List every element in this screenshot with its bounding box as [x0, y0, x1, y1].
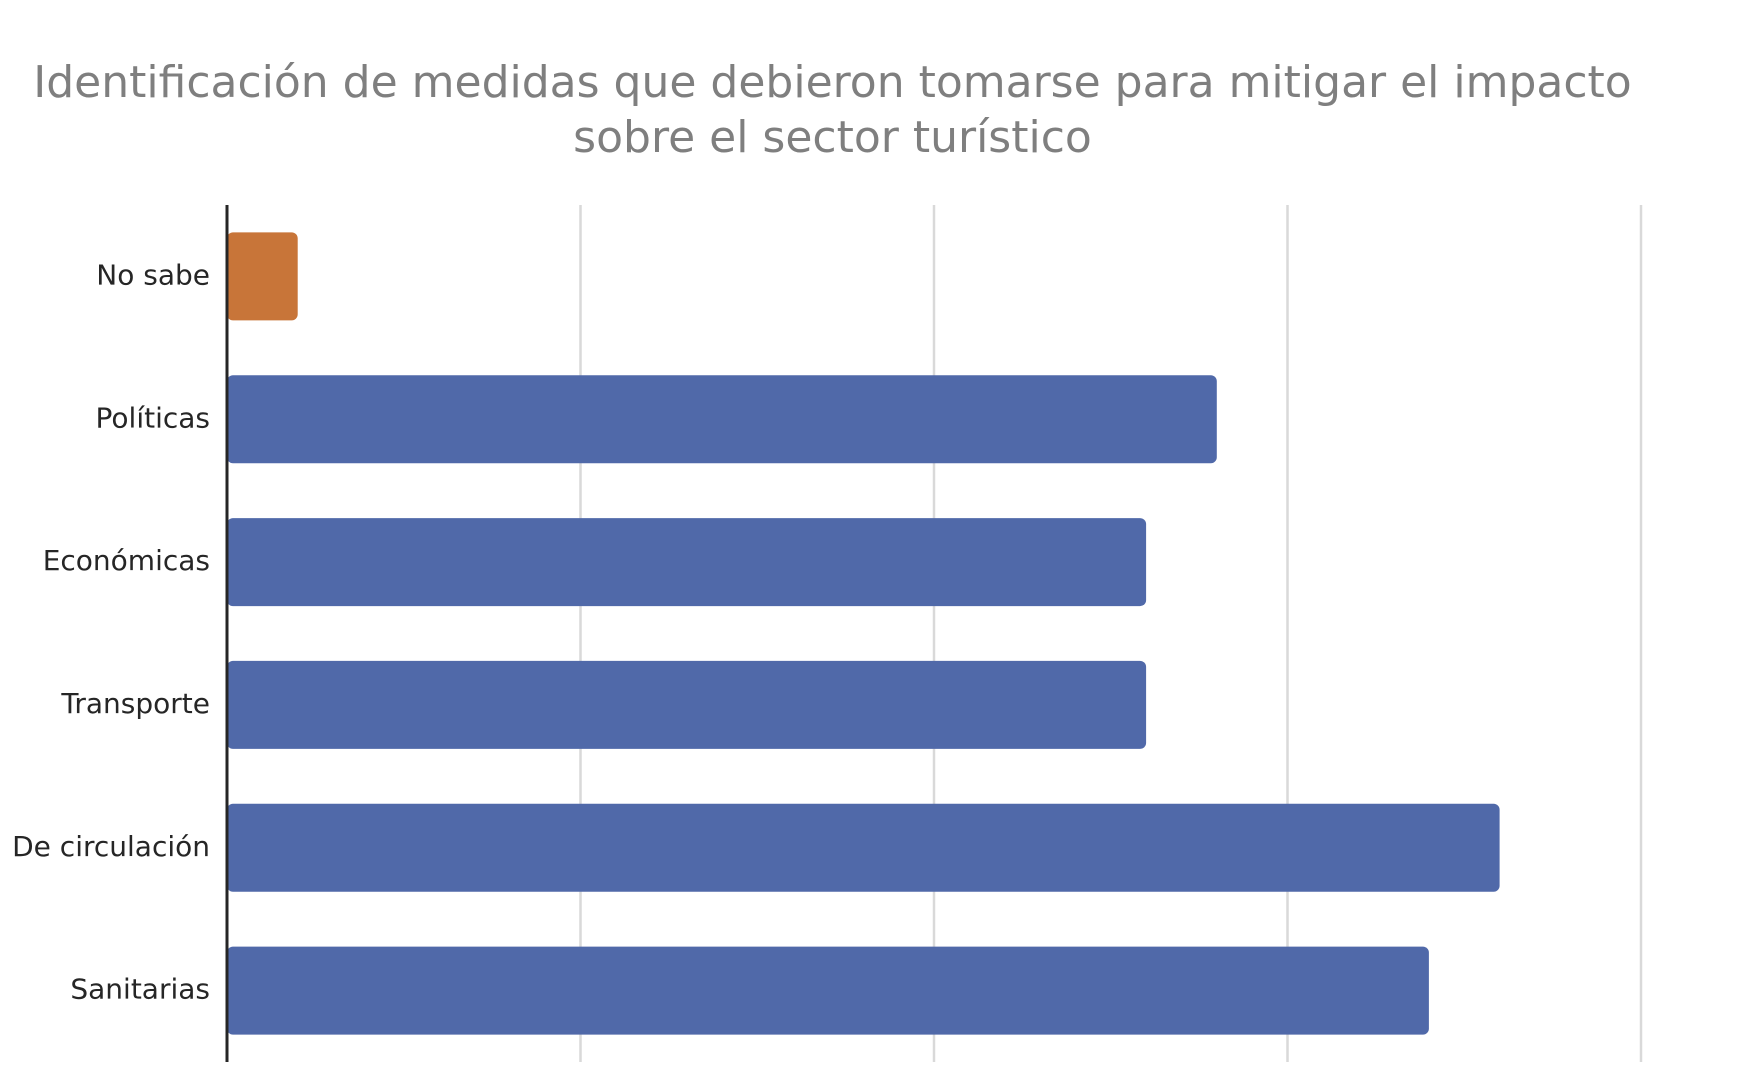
- bars: [227, 232, 1500, 1035]
- category-label-4: De circulación: [12, 830, 210, 863]
- bar-0: [227, 232, 298, 321]
- bar-4: [227, 803, 1500, 892]
- category-label-1: Políticas: [96, 401, 210, 434]
- chart-title-line-1: Identificación de medidas que debieron t…: [33, 57, 1632, 108]
- category-label-5: Sanitarias: [70, 973, 210, 1006]
- chart-title-line-2: sobre el sector turístico: [573, 112, 1092, 163]
- bar-3: [227, 660, 1147, 749]
- bar-1: [227, 375, 1217, 464]
- category-label-3: Transporte: [60, 687, 210, 720]
- bar-2: [227, 518, 1147, 607]
- bar-5: [227, 946, 1429, 1035]
- category-label-2: Económicas: [43, 544, 210, 577]
- category-labels: No sabe Políticas Económicas Transporte De c…: [12, 258, 210, 1005]
- gridlines: [579, 205, 1643, 1062]
- category-label-0: No sabe: [96, 258, 210, 291]
